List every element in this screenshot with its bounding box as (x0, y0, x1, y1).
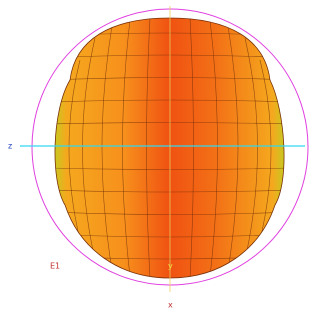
page: z x y E1 (() => { const data = JSON.pars… (0, 0, 320, 312)
axis-label: x (168, 301, 173, 310)
pattern-view: z x y E1 (0, 0, 311, 312)
radiation-surface (55, 18, 284, 278)
axis-label: z (8, 142, 12, 151)
legend-label: E1 (50, 262, 60, 271)
axis-label: y (168, 262, 173, 271)
